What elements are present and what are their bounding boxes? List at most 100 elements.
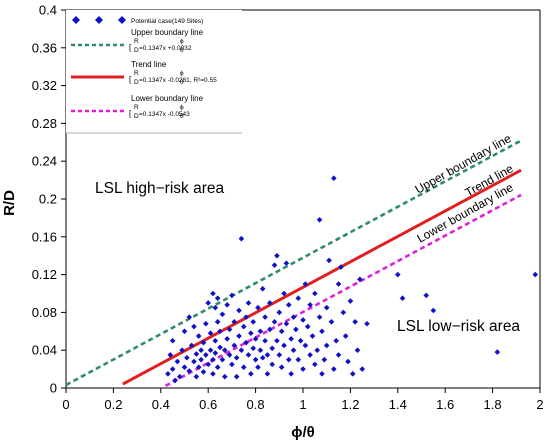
- data-point: [321, 356, 328, 363]
- data-point: [328, 319, 335, 325]
- legend-label-lower: Lower boundary line: [131, 94, 204, 103]
- data-point: [221, 347, 228, 353]
- data-point: [205, 300, 211, 306]
- data-point: [288, 336, 294, 342]
- data-point: [307, 302, 313, 308]
- data-point: [283, 320, 290, 327]
- data-point: [193, 351, 200, 357]
- low-risk-label: LSL low−risk area: [397, 318, 520, 335]
- data-point: [248, 330, 254, 336]
- legend-eq-lower-D: D: [134, 113, 139, 120]
- data-point: [229, 292, 235, 299]
- data-point: [221, 373, 228, 380]
- data-point: [283, 260, 290, 267]
- high-risk-label: LSL high−risk area: [95, 180, 224, 197]
- data-point: [312, 361, 318, 368]
- data-point: [179, 347, 185, 353]
- data-point: [238, 235, 245, 242]
- data-point: [309, 333, 316, 339]
- data-point: [264, 352, 271, 358]
- data-point: [281, 290, 287, 297]
- data-point: [285, 356, 292, 363]
- y-tick-label: 0.36: [32, 40, 57, 55]
- x-tick-label: 2: [536, 397, 543, 412]
- data-point: [195, 333, 202, 339]
- legend-eq-upper-bracket: [: [129, 43, 132, 52]
- data-point: [226, 326, 233, 333]
- legend-eq-trend-bracket: [: [129, 75, 132, 84]
- data-point: [331, 175, 337, 182]
- legend-box: [66, 10, 242, 133]
- data-point: [200, 369, 207, 375]
- y-tick-label: 0.2: [39, 192, 57, 207]
- data-point: [255, 364, 261, 371]
- data-point: [226, 352, 233, 358]
- data-point: [217, 328, 223, 335]
- data-point: [212, 350, 219, 356]
- legend-eq-upper-theta: θ: [180, 47, 184, 54]
- x-tick-label: 0.2: [104, 397, 122, 412]
- data-point: [423, 292, 430, 299]
- data-point: [193, 373, 200, 380]
- data-point: [231, 319, 238, 325]
- data-point: [214, 364, 221, 371]
- legend-entry-trend: Trend line [ R D ϕ θ =0.1347x -0.0281, R…: [71, 60, 217, 86]
- data-point: [342, 333, 349, 339]
- data-point: [319, 371, 325, 377]
- legend-eq-lower: =0.1347x -0.0543: [139, 111, 190, 118]
- data-point: [231, 342, 238, 349]
- data-point: [269, 361, 275, 368]
- data-point: [255, 304, 261, 311]
- y-tick-label: 0.16: [32, 229, 57, 244]
- data-point: [172, 377, 178, 384]
- data-point: [335, 281, 342, 287]
- legend-eq-trend-D: D: [134, 79, 139, 86]
- data-point: [314, 347, 321, 353]
- data-point: [174, 358, 181, 365]
- legend-diamond-icon: [118, 16, 126, 24]
- data-point: [276, 352, 283, 358]
- data-point: [395, 271, 401, 278]
- data-point: [203, 352, 209, 358]
- x-tick-label: 1.4: [389, 397, 407, 412]
- y-tick-label: 0.32: [32, 78, 57, 93]
- x-tick-label: 1.2: [341, 397, 359, 412]
- data-point: [494, 349, 501, 355]
- data-point: [333, 337, 339, 344]
- data-point: [262, 337, 268, 344]
- data-point: [297, 337, 304, 344]
- data-point: [316, 314, 323, 320]
- data-point: [278, 328, 285, 335]
- data-point: [335, 352, 342, 358]
- data-point: [240, 364, 247, 371]
- data-point: [236, 307, 242, 314]
- x-tick-label: 0.8: [247, 397, 265, 412]
- data-point: [233, 373, 240, 380]
- y-tick-label: 0.28: [32, 116, 57, 131]
- data-point: [186, 368, 193, 374]
- data-point: [238, 347, 245, 353]
- data-point: [243, 339, 249, 346]
- data-point: [210, 290, 216, 297]
- data-point: [257, 347, 264, 353]
- legend-label-scatter: Potential case(149 Sites): [131, 18, 203, 25]
- data-point: [276, 309, 283, 316]
- data-point: [340, 309, 347, 316]
- data-point: [269, 345, 275, 352]
- data-point: [399, 295, 406, 302]
- data-point: [195, 364, 202, 371]
- data-point: [165, 371, 171, 377]
- data-point: [210, 356, 216, 363]
- data-point: [169, 366, 176, 372]
- data-point: [245, 352, 252, 358]
- data-point: [243, 314, 249, 320]
- data-point: [259, 285, 266, 292]
- y-ticks: 0 0.04 0.08 0.12 0.16 0.2 0.24 0.28 0.32 0.36 0.4: [32, 3, 66, 396]
- data-point: [274, 337, 280, 344]
- data-point: [304, 323, 311, 330]
- data-point: [326, 257, 332, 264]
- fit-lines: [65, 139, 522, 387]
- data-point: [300, 366, 306, 372]
- x-axis-title: ϕ/θ: [291, 424, 315, 441]
